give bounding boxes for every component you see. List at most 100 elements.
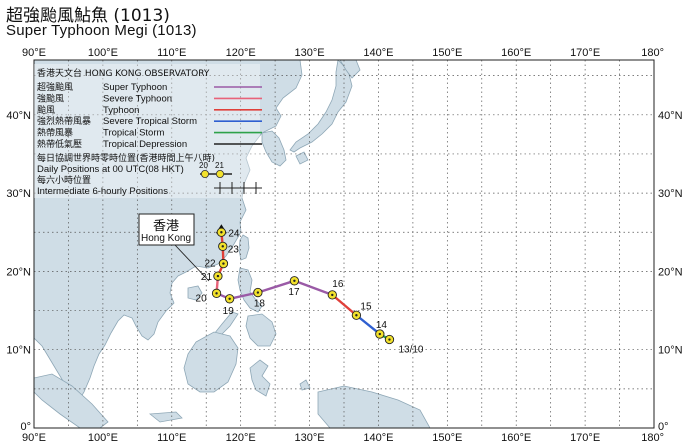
latitude-label: 20°N — [6, 266, 31, 278]
daily-position-center — [293, 279, 296, 282]
latitude-label: 10°N — [6, 345, 31, 357]
legend-daily-zh: 每日協調世界時零時位置(香港時間上午八時) — [37, 152, 215, 164]
daily-position-center — [215, 292, 218, 295]
latitude-label: 10°N — [658, 345, 683, 357]
legend-category-en: Tropical Storm — [103, 128, 164, 139]
legend-category-zh: 熱帶風暴 — [37, 127, 73, 139]
daily-position-label: 19 — [223, 306, 235, 317]
daily-position-center — [228, 297, 231, 301]
latitude-labels-left: 0° 10°N 20°N 30°N 40°N — [6, 110, 31, 433]
legend: 香港天文台 HONG KONG OBSERVATORY 超強颱風 Super Ty… — [34, 64, 262, 198]
daily-position-center — [256, 291, 260, 294]
legend-category-en: Tropical Depression — [103, 139, 187, 150]
legend-category-zh: 超強颱風 — [37, 81, 73, 93]
longitude-label: 110°E — [157, 432, 186, 444]
daily-position-label: 23 — [228, 244, 240, 255]
map-title-english: Super Typhoon Megi (1013) — [6, 22, 197, 39]
legend-category-zh: 颱風 — [37, 105, 55, 116]
legend-category-zh: 強颱風 — [37, 92, 64, 104]
hong-kong-label-en: Hong Kong — [141, 233, 191, 244]
daily-position-center — [216, 274, 220, 278]
legend-category-en: Typhoon — [103, 105, 139, 116]
longitude-labels-top: 90°E 100°E 110°E 120°E 130°E 140°E 150°E 160°E 1… — [22, 47, 664, 59]
track-daily-positions: 13/10 14 15 16 17 18 19 20 21 22 23 24 — [196, 227, 424, 356]
taiwan — [238, 234, 250, 261]
legend-sixhourly-en: Intermediate 6-hourly Positions — [37, 186, 168, 197]
legend-category-zh: 強烈熱帶風暴 — [37, 115, 91, 127]
longitude-label: 100°E — [88, 432, 118, 444]
track-segment — [228, 291, 260, 301]
korea-peninsula — [261, 130, 287, 167]
track-segment — [293, 279, 334, 297]
latitude-labels-right: 0° 10°N 20°N 30°N 40°N — [658, 110, 683, 433]
map-title-chinese: 超強颱風鮎魚 (1013) — [6, 6, 170, 26]
map-frame — [33, 59, 655, 429]
legend-sixhourly-symbol — [214, 182, 262, 194]
longitude-label: 90°E — [22, 432, 46, 444]
longitude-labels-bottom: 90°E 100°E 110°E 120°E 130°E 140°E 150°E 160°E 1… — [22, 432, 664, 444]
legend-category-zh: 熱帶低氣壓 — [37, 138, 82, 150]
philippines — [237, 267, 263, 313]
daily-position-label: 16 — [332, 279, 344, 290]
daily-position-label: 18 — [254, 299, 266, 310]
longitude-label: 140°E — [363, 47, 393, 59]
longitude-label: 110°E — [157, 47, 186, 59]
track-segment — [355, 314, 382, 336]
latitude-label: 0° — [658, 421, 669, 433]
hainan — [187, 285, 203, 301]
latitude-label: 0° — [20, 421, 31, 433]
latitude-label: 20°N — [658, 266, 683, 278]
legend-day-label: 20 — [199, 161, 208, 170]
longitude-label: 180° — [641, 432, 664, 444]
track-segment — [331, 293, 358, 317]
legend-day-label: 21 — [215, 161, 224, 170]
legend-daily-en: Daily Positions at 00 UTC(08 HKT) — [37, 164, 184, 175]
longitude-label: 170°E — [570, 432, 600, 444]
latitude-label: 30°N — [6, 188, 31, 200]
longitude-label: 100°E — [88, 47, 118, 59]
longitude-label: 130°E — [295, 432, 325, 444]
longitude-label: 120°E — [226, 432, 256, 444]
legend-category-en: Super Typhoon — [103, 82, 167, 93]
longitude-label: 160°E — [501, 47, 531, 59]
daily-position-label: 13/10 — [398, 345, 423, 356]
borneo — [183, 331, 239, 393]
daily-position-label: 24 — [228, 228, 240, 239]
latitude-label: 30°N — [658, 188, 683, 200]
longitude-label: 160°E — [501, 432, 531, 444]
track-segment — [256, 279, 296, 294]
daily-position-label: 15 — [360, 301, 372, 312]
japan — [289, 60, 353, 153]
longitude-label: 150°E — [432, 432, 462, 444]
longitude-label: 140°E — [363, 432, 393, 444]
daily-position-center — [388, 338, 391, 341]
daily-position-center — [222, 262, 225, 265]
legend-category-en: Severe Tropical Storm — [103, 116, 197, 127]
daily-position-center — [331, 293, 334, 297]
legend-category-en: Severe Typhoon — [103, 93, 172, 104]
daily-position-label: 14 — [376, 320, 388, 331]
graticule — [34, 60, 654, 428]
latitude-label: 40°N — [658, 110, 683, 122]
longitude-label: 130°E — [295, 47, 325, 59]
legend-header: 香港天文台 HONG KONG OBSERVATORY — [37, 67, 210, 79]
legend-daily-symbol: 20 21 — [199, 161, 232, 178]
daily-position-label: 20 — [196, 293, 208, 304]
daily-position-center — [220, 231, 223, 234]
daily-position-center — [378, 332, 382, 336]
legend-sixhourly-zh: 每六小時位置 — [37, 174, 91, 186]
daily-position-label: 22 — [204, 259, 216, 270]
hong-kong-label-zh: 香港 — [153, 219, 179, 234]
longitude-label: 120°E — [226, 47, 256, 59]
longitude-label: 170°E — [570, 47, 600, 59]
longitude-label: 90°E — [22, 47, 46, 59]
latitude-label: 40°N — [6, 110, 31, 122]
longitude-label: 180° — [641, 47, 664, 59]
hong-kong-callout: 香港 Hong Kong — [138, 213, 210, 282]
longitude-label: 150°E — [432, 47, 462, 59]
daily-position-label: 17 — [288, 287, 300, 298]
daily-position-center — [221, 245, 224, 248]
daily-position-center — [355, 314, 358, 317]
daily-position-label: 21 — [201, 272, 213, 283]
